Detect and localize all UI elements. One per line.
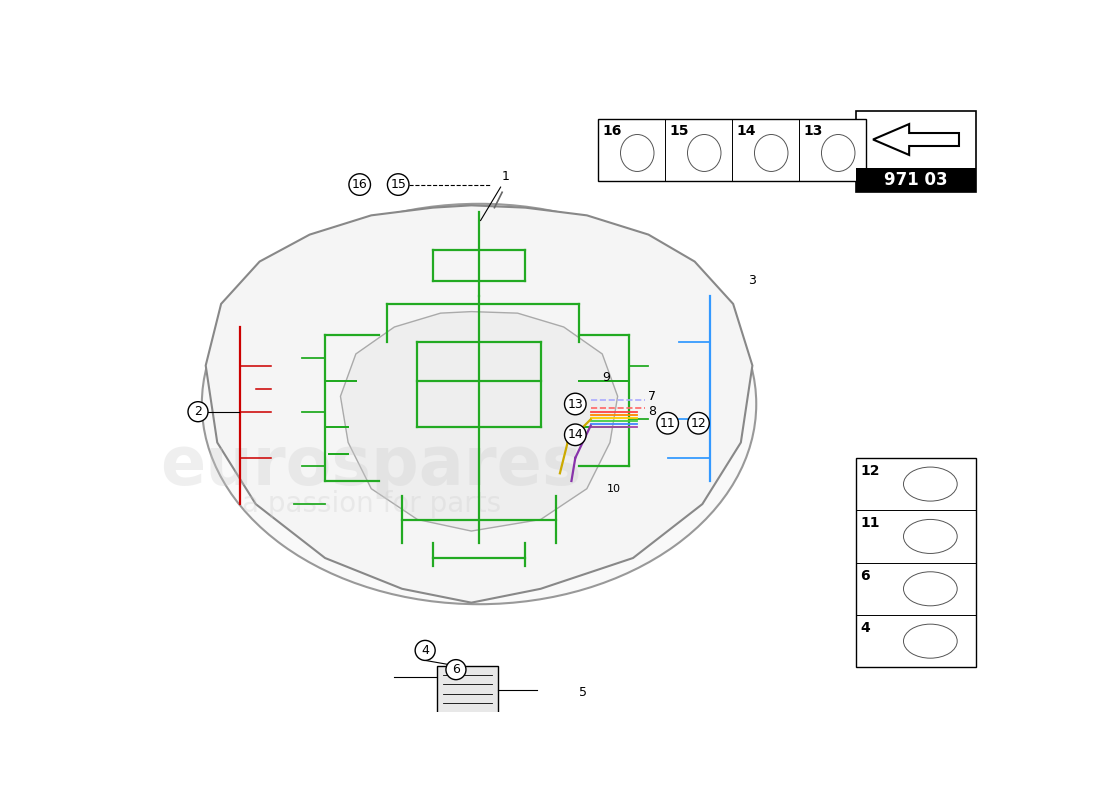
Circle shape xyxy=(446,660,466,680)
Circle shape xyxy=(688,413,710,434)
Ellipse shape xyxy=(202,204,757,604)
Circle shape xyxy=(564,424,586,446)
Text: 14: 14 xyxy=(568,428,583,442)
Bar xyxy=(598,119,867,181)
Bar xyxy=(856,111,976,192)
Text: 15: 15 xyxy=(669,125,689,138)
Circle shape xyxy=(188,402,208,422)
Text: 16: 16 xyxy=(603,125,622,138)
Circle shape xyxy=(349,174,371,195)
Text: 8: 8 xyxy=(648,405,657,418)
Circle shape xyxy=(564,394,586,414)
Text: 5: 5 xyxy=(580,686,587,699)
Text: 4: 4 xyxy=(421,644,429,657)
Polygon shape xyxy=(873,124,959,155)
Text: 12: 12 xyxy=(860,464,880,478)
Text: 2: 2 xyxy=(194,405,202,418)
Text: 11: 11 xyxy=(660,417,675,430)
Text: 14: 14 xyxy=(736,125,756,138)
Bar xyxy=(856,168,976,192)
Circle shape xyxy=(387,174,409,195)
Text: 3: 3 xyxy=(748,274,757,287)
Text: 6: 6 xyxy=(860,569,870,582)
Polygon shape xyxy=(341,312,618,531)
Polygon shape xyxy=(206,206,752,602)
Text: 16: 16 xyxy=(352,178,367,191)
Text: 10: 10 xyxy=(607,484,620,494)
Text: 4: 4 xyxy=(860,621,870,635)
Text: 13: 13 xyxy=(803,125,823,138)
Circle shape xyxy=(415,640,436,661)
Text: 971 03: 971 03 xyxy=(884,171,948,189)
Text: 12: 12 xyxy=(691,417,706,430)
Text: a passion for parts: a passion for parts xyxy=(242,490,500,518)
Text: 6: 6 xyxy=(452,663,460,676)
Text: 1: 1 xyxy=(502,170,510,183)
Circle shape xyxy=(657,413,679,434)
Bar xyxy=(856,458,976,667)
Bar xyxy=(437,666,498,716)
Text: 9: 9 xyxy=(602,370,610,383)
Text: 13: 13 xyxy=(568,398,583,410)
Text: eurospares: eurospares xyxy=(161,433,582,498)
Text: 15: 15 xyxy=(390,178,406,191)
Text: 7: 7 xyxy=(648,390,657,403)
Text: 11: 11 xyxy=(860,517,880,530)
